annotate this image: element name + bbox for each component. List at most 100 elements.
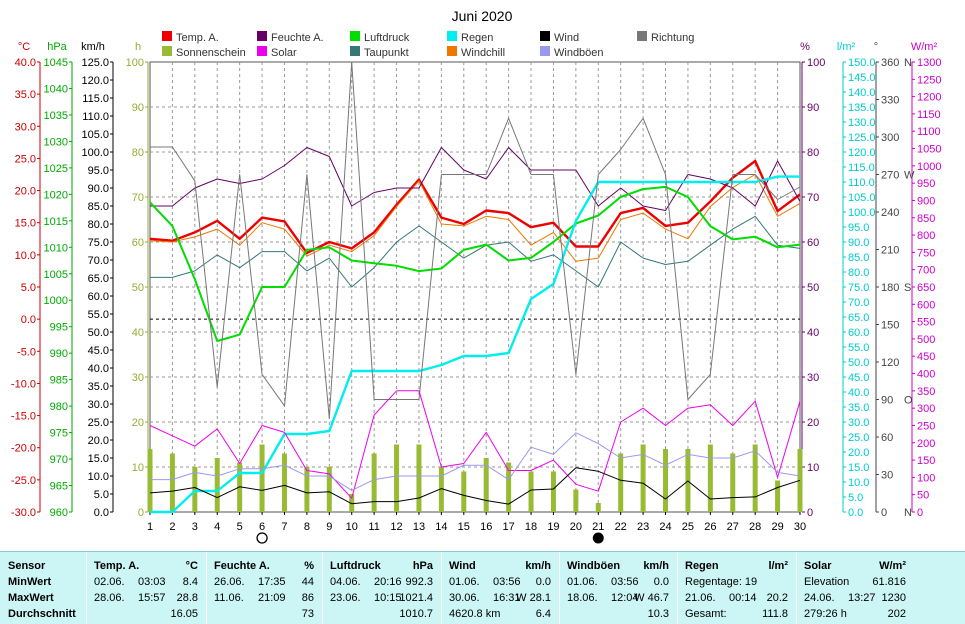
summary-column-unit: %	[304, 560, 314, 572]
axis-tick-label: 40	[132, 327, 144, 339]
x-tick-label: 4	[214, 521, 220, 533]
axis-tick-label: 85.0	[848, 252, 869, 264]
axis-tick-label: 145.0	[848, 72, 876, 84]
axis-tick-label: 960	[50, 507, 68, 519]
summary-cell: Elevation	[804, 576, 850, 588]
sunshine-bar	[371, 453, 377, 512]
summary-value: 28.8	[176, 592, 198, 604]
axis-tick-label: 40.0	[88, 363, 109, 375]
x-tick-label: 14	[435, 521, 447, 533]
axis-tick-label: 210	[881, 245, 899, 257]
summary-value: 1230	[881, 592, 906, 604]
axis-tick-label: 15.0	[88, 453, 109, 465]
legend-swatch	[257, 46, 267, 56]
sunshine-bar	[461, 471, 467, 512]
summary-column: Regen l/m² Regentage: 19 21.06. 00:14 20.2 Ges…	[677, 552, 797, 624]
sunshine-bar	[281, 453, 287, 512]
axis-tick-label: 75.0	[848, 282, 869, 294]
legend-swatch	[447, 31, 457, 41]
summary-column: Solar W/m² Elevation 61.816 24.06. 13:27 1230 2…	[796, 552, 914, 624]
axis-tick-label: 240	[881, 207, 899, 219]
x-tick-label: 16	[480, 521, 492, 533]
sunshine-bar	[775, 480, 781, 512]
axis-tick-label: 5.0	[94, 489, 109, 501]
summary-value: 1021.4	[399, 592, 433, 604]
axis-tick-label: 30	[132, 372, 144, 384]
axis-tick-label: 330	[881, 95, 899, 107]
axis-tick-label: 15.0	[15, 218, 36, 230]
x-tick-label: 22	[615, 521, 627, 533]
summary-table: Sensor MinWert MaxWert Durchschnitt Temp…	[0, 551, 965, 624]
x-tick-label: 25	[682, 521, 694, 533]
sunshine-bar	[506, 462, 512, 512]
x-tick-label: 10	[346, 521, 358, 533]
summary-cell: 26.06.	[214, 576, 245, 588]
axis-tick-label: 60	[807, 237, 819, 249]
axis-tick-label: 30.0	[15, 121, 36, 133]
axis-tick-label: -30.0	[11, 507, 36, 519]
axis-tick-label: 80	[807, 147, 819, 159]
axis-unit-label: W/m²	[911, 41, 938, 53]
axis-tick-label: 35.0	[15, 89, 36, 101]
axis-tick-label: 115.0	[848, 162, 875, 174]
sunshine-bar	[304, 467, 310, 512]
axis-tick-label: 980	[50, 401, 68, 413]
axis-tick-label: 130.0	[848, 117, 876, 129]
summary-value: 44	[301, 576, 314, 588]
series-line-windb-en	[150, 432, 801, 491]
axis-tick-label: 450	[917, 351, 935, 363]
axis-tick-label: 105.0	[848, 192, 876, 204]
summary-cell: 03:56	[493, 576, 521, 588]
summary-value: 86	[301, 592, 314, 604]
axis-tick-label: 65.0	[848, 312, 869, 324]
summary-column: Feuchte A.% 26.06. 17:35 44 11.06. 21:09 86 73	[206, 552, 323, 624]
axis-tick-label: 5.0	[848, 492, 863, 504]
axis-tick-label: 15.0	[848, 462, 869, 474]
axis-tick-label: 55.0	[848, 342, 869, 354]
axis-unit-label: hPa	[47, 41, 67, 53]
series-line-windchill	[149, 174, 801, 262]
axis-tick-label: 700	[917, 265, 935, 277]
axis-tick-label: 990	[50, 348, 68, 360]
x-tick-label: 3	[192, 521, 198, 533]
summary-cell: 24.06.	[804, 592, 835, 604]
axis-tick-label: 40	[807, 327, 819, 339]
summary-column-unit: km/h	[643, 560, 669, 572]
axis-tick-label: 0.0	[94, 507, 109, 519]
summary-row-labels: Sensor MinWert MaxWert Durchschnitt	[0, 552, 87, 624]
summary-value: 1010.7	[399, 608, 433, 620]
full-moon-marker	[256, 532, 268, 544]
axis-tick-label: 150	[881, 320, 899, 332]
axis-tick-label: 60	[881, 432, 893, 444]
axis-tick-label: 110.0	[848, 177, 875, 189]
x-tick-label: 7	[281, 521, 287, 533]
axis-tick-label: 0.0	[848, 507, 863, 519]
axis-tick-label: 550	[917, 317, 935, 329]
axis-tick-label: 650	[917, 282, 935, 294]
axis-tick-label: -25.0	[11, 475, 36, 487]
axis-unit-label: l/m²	[837, 41, 856, 53]
compass-label: S	[904, 282, 911, 294]
summary-value: 73	[301, 608, 314, 620]
x-tick-label: 23	[637, 521, 649, 533]
axis-tick-label: 90	[881, 395, 893, 407]
x-tick-label: 17	[502, 521, 514, 533]
axis-tick-label: 80.0	[848, 267, 869, 279]
axis-tick-label: 80.0	[88, 219, 109, 231]
summary-column-unit: l/m²	[768, 560, 788, 572]
axis-tick-label: 1005	[44, 269, 68, 281]
axis-tick-label: 60	[132, 237, 144, 249]
axis-tick-label: 95.0	[88, 165, 109, 177]
summary-cell: 01.06.	[567, 576, 598, 588]
axis-tick-label: 105.0	[81, 129, 109, 141]
axis-tick-label: 850	[917, 213, 935, 225]
summary-value: 10.3	[647, 608, 669, 620]
summary-value: 0.0	[653, 576, 669, 588]
axis-tick-label: 50.0	[848, 357, 869, 369]
axis-tick-label: 120.0	[81, 75, 109, 87]
axis-tick-label: 20.0	[15, 186, 36, 198]
x-tick-label: 2	[169, 521, 175, 533]
axis-tick-label: 1025	[44, 163, 68, 175]
compass-label: W	[904, 170, 915, 182]
axis-tick-label: 0	[881, 507, 887, 519]
